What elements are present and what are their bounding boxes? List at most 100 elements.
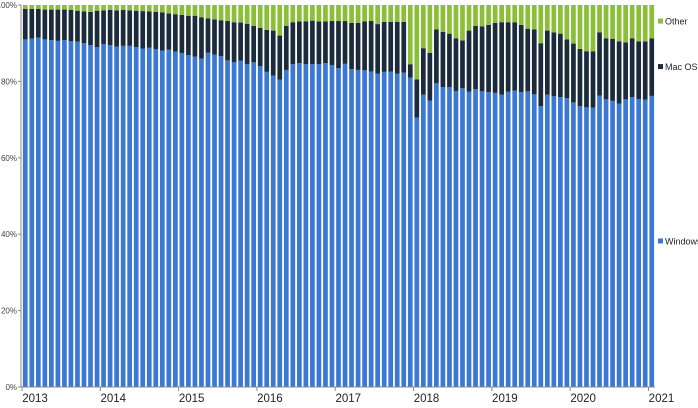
- bar-windows: [81, 43, 87, 387]
- bar-mac-os: [544, 30, 550, 95]
- bar-windows: [264, 71, 270, 387]
- bar-mac-os: [22, 8, 28, 40]
- bar-windows: [342, 63, 348, 387]
- bar-mac-os: [297, 21, 302, 64]
- bar-mac-os: [101, 10, 106, 44]
- bar-other: [283, 5, 289, 27]
- legend: Windows Mac OS Other: [658, 17, 698, 246]
- bar-windows: [525, 91, 531, 387]
- bar-other: [35, 5, 41, 9]
- bar-mac-os: [75, 10, 80, 42]
- bar-other: [22, 5, 28, 9]
- bar-mac-os: [120, 9, 126, 46]
- bar-windows: [623, 99, 628, 387]
- bar-windows: [297, 63, 302, 388]
- bar-other: [88, 5, 93, 12]
- bar-windows: [68, 41, 74, 387]
- bar-other: [479, 5, 485, 27]
- bar-other: [94, 5, 100, 11]
- bar-windows: [283, 69, 289, 387]
- bar-windows: [257, 66, 263, 388]
- bar-other: [212, 5, 217, 20]
- bar-other: [492, 5, 498, 23]
- bar-windows: [512, 90, 518, 387]
- bar-other: [636, 5, 642, 42]
- bar-mac-os: [577, 48, 583, 107]
- x-tick-label: 2017: [335, 393, 361, 405]
- bar-other: [81, 5, 87, 12]
- bar-other: [453, 5, 459, 39]
- bar-windows: [466, 91, 472, 388]
- bar-mac-os: [642, 41, 648, 100]
- bar-mac-os: [264, 29, 270, 72]
- bar-mac-os: [257, 27, 263, 67]
- bar-mac-os: [505, 22, 511, 92]
- bar-mac-os: [342, 21, 348, 64]
- bar-other: [114, 5, 119, 11]
- bar-windows: [133, 47, 139, 388]
- bar-other: [401, 5, 407, 22]
- bar-mac-os: [270, 30, 276, 76]
- bar-mac-os: [564, 39, 570, 99]
- bar-mac-os: [323, 21, 328, 64]
- bar-windows: [610, 100, 615, 387]
- bar-mac-os: [649, 38, 655, 96]
- bar-windows: [538, 106, 544, 387]
- bar-mac-os: [512, 22, 518, 91]
- bar-windows: [22, 39, 28, 387]
- bar-windows: [440, 87, 446, 387]
- bar-windows: [499, 94, 504, 388]
- bar-mac-os: [381, 21, 387, 72]
- bar-windows: [401, 72, 407, 388]
- y-tick-label: 40%: [1, 230, 17, 239]
- bar-mac-os: [551, 32, 557, 97]
- bar-other: [473, 5, 478, 27]
- bar-other: [75, 5, 80, 11]
- bar-other: [564, 5, 570, 40]
- bar-windows: [571, 102, 576, 387]
- bar-mac-os: [362, 21, 367, 71]
- bar-mac-os: [107, 9, 113, 46]
- bar-windows: [127, 45, 133, 388]
- bar-other: [127, 5, 133, 11]
- bar-other: [68, 5, 74, 10]
- bar-windows: [531, 94, 537, 387]
- bar-other: [342, 5, 348, 22]
- bar-other: [218, 5, 224, 21]
- bar-mac-os: [460, 40, 465, 89]
- bar-other: [414, 5, 420, 80]
- bar-mac-os: [205, 18, 211, 53]
- bar-mac-os: [49, 9, 54, 41]
- bar-windows: [140, 48, 146, 388]
- bar-other: [434, 5, 439, 30]
- bar-mac-os: [290, 22, 296, 65]
- bar-mac-os: [35, 8, 41, 38]
- bar-windows: [238, 60, 243, 388]
- bar-mac-os: [133, 10, 139, 48]
- bar-mac-os: [375, 24, 381, 74]
- bar-other: [179, 5, 185, 15]
- bar-windows: [329, 64, 335, 387]
- bar-other: [42, 5, 48, 10]
- bar-windows: [212, 54, 217, 387]
- bar-mac-os: [244, 23, 250, 65]
- bar-mac-os: [434, 29, 439, 84]
- bar-windows: [42, 39, 48, 387]
- bar-other: [192, 5, 198, 16]
- legend-swatch-other: [658, 18, 663, 24]
- bar-other: [133, 5, 139, 11]
- bar-other: [610, 5, 615, 39]
- bar-other: [186, 5, 191, 16]
- bar-windows: [479, 91, 485, 387]
- bar-windows: [88, 45, 93, 388]
- bar-mac-os: [558, 33, 563, 98]
- bar-other: [499, 5, 504, 23]
- bar-windows: [577, 106, 583, 387]
- legend-label-windows: Windows: [665, 236, 698, 246]
- bar-windows: [114, 46, 119, 387]
- bar-windows: [473, 89, 478, 387]
- bar-windows: [636, 98, 642, 387]
- x-ticks: 2013201420152016201720182019202020212022: [21, 387, 674, 405]
- bar-mac-os: [192, 15, 198, 57]
